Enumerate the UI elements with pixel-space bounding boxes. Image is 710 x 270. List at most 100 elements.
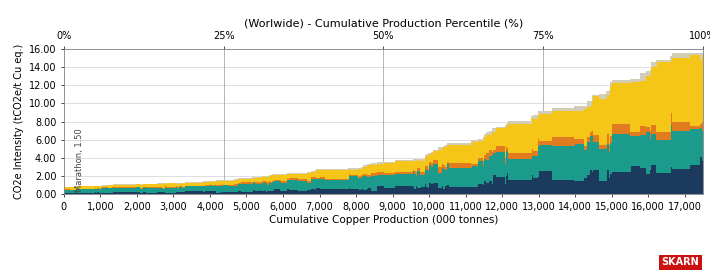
Bar [272, 181, 273, 183]
Bar [223, 192, 229, 194]
Bar [204, 186, 210, 191]
Bar [700, 128, 702, 157]
Bar [111, 188, 113, 193]
Bar [413, 163, 414, 170]
Bar [486, 183, 488, 194]
Bar [185, 183, 203, 186]
Bar [416, 176, 417, 186]
Bar [311, 171, 315, 172]
Bar [484, 137, 486, 155]
Bar [272, 174, 273, 175]
Bar [324, 180, 349, 189]
Bar [606, 170, 609, 194]
Bar [587, 142, 590, 175]
Bar [445, 144, 447, 147]
Bar [111, 193, 113, 194]
Bar [606, 92, 609, 95]
Bar [238, 184, 241, 191]
Bar [425, 169, 426, 184]
Bar [350, 170, 358, 174]
Bar [144, 187, 146, 192]
Bar [320, 177, 324, 179]
Bar [507, 151, 508, 173]
Bar [484, 155, 486, 158]
Bar [350, 189, 358, 194]
Bar [182, 192, 185, 194]
Bar [298, 181, 307, 191]
Bar [431, 154, 432, 163]
Bar [488, 134, 493, 150]
Bar [253, 177, 255, 178]
Bar [383, 175, 395, 188]
Bar [317, 169, 320, 170]
Bar [320, 170, 324, 177]
Bar [261, 182, 262, 184]
Bar [414, 188, 416, 194]
Bar [281, 175, 287, 181]
Bar [574, 106, 584, 111]
Bar [95, 189, 96, 193]
Bar [488, 156, 493, 181]
Bar [109, 188, 111, 193]
Bar [223, 185, 229, 192]
Bar [157, 187, 162, 188]
Bar [111, 185, 113, 187]
Bar [70, 190, 76, 194]
Bar [574, 139, 584, 144]
Bar [162, 188, 165, 193]
Bar [142, 184, 143, 188]
Bar [689, 126, 690, 176]
Bar [287, 174, 289, 179]
Bar [315, 190, 317, 194]
Bar [483, 141, 484, 161]
Bar [533, 115, 538, 119]
Bar [269, 191, 270, 194]
Bar [281, 191, 287, 194]
Bar [311, 179, 315, 189]
Bar [221, 184, 222, 186]
Bar [241, 178, 253, 179]
Bar [531, 150, 532, 156]
Bar [449, 168, 471, 187]
Bar [211, 191, 215, 194]
Bar [610, 174, 612, 194]
Bar [102, 185, 109, 187]
Bar [311, 172, 315, 177]
Bar [442, 148, 443, 164]
Bar [640, 168, 647, 194]
Bar [324, 179, 349, 180]
Bar [690, 53, 700, 56]
Bar [289, 190, 298, 194]
Bar [287, 173, 289, 174]
Bar [506, 151, 507, 176]
Bar [77, 188, 95, 189]
Bar [539, 114, 552, 141]
Bar [630, 82, 640, 132]
Bar [652, 62, 657, 67]
Bar [496, 152, 506, 177]
Bar [99, 186, 100, 189]
Bar [486, 153, 488, 160]
Bar [258, 177, 259, 183]
Bar [533, 156, 538, 178]
Bar [97, 189, 98, 192]
Bar [166, 188, 167, 193]
Bar [606, 95, 609, 134]
Bar [650, 70, 651, 76]
Bar [590, 132, 592, 136]
Bar [508, 124, 532, 153]
Bar [113, 188, 136, 192]
Bar [177, 188, 178, 192]
Bar [483, 166, 484, 185]
Bar [241, 184, 253, 192]
Bar [439, 167, 442, 173]
Bar [657, 62, 671, 132]
Bar [350, 174, 358, 177]
Bar [146, 193, 152, 194]
Bar [531, 118, 532, 150]
Bar [657, 132, 671, 140]
Bar [574, 144, 584, 181]
Bar [612, 124, 630, 134]
Bar [587, 137, 590, 142]
Bar [113, 184, 136, 185]
